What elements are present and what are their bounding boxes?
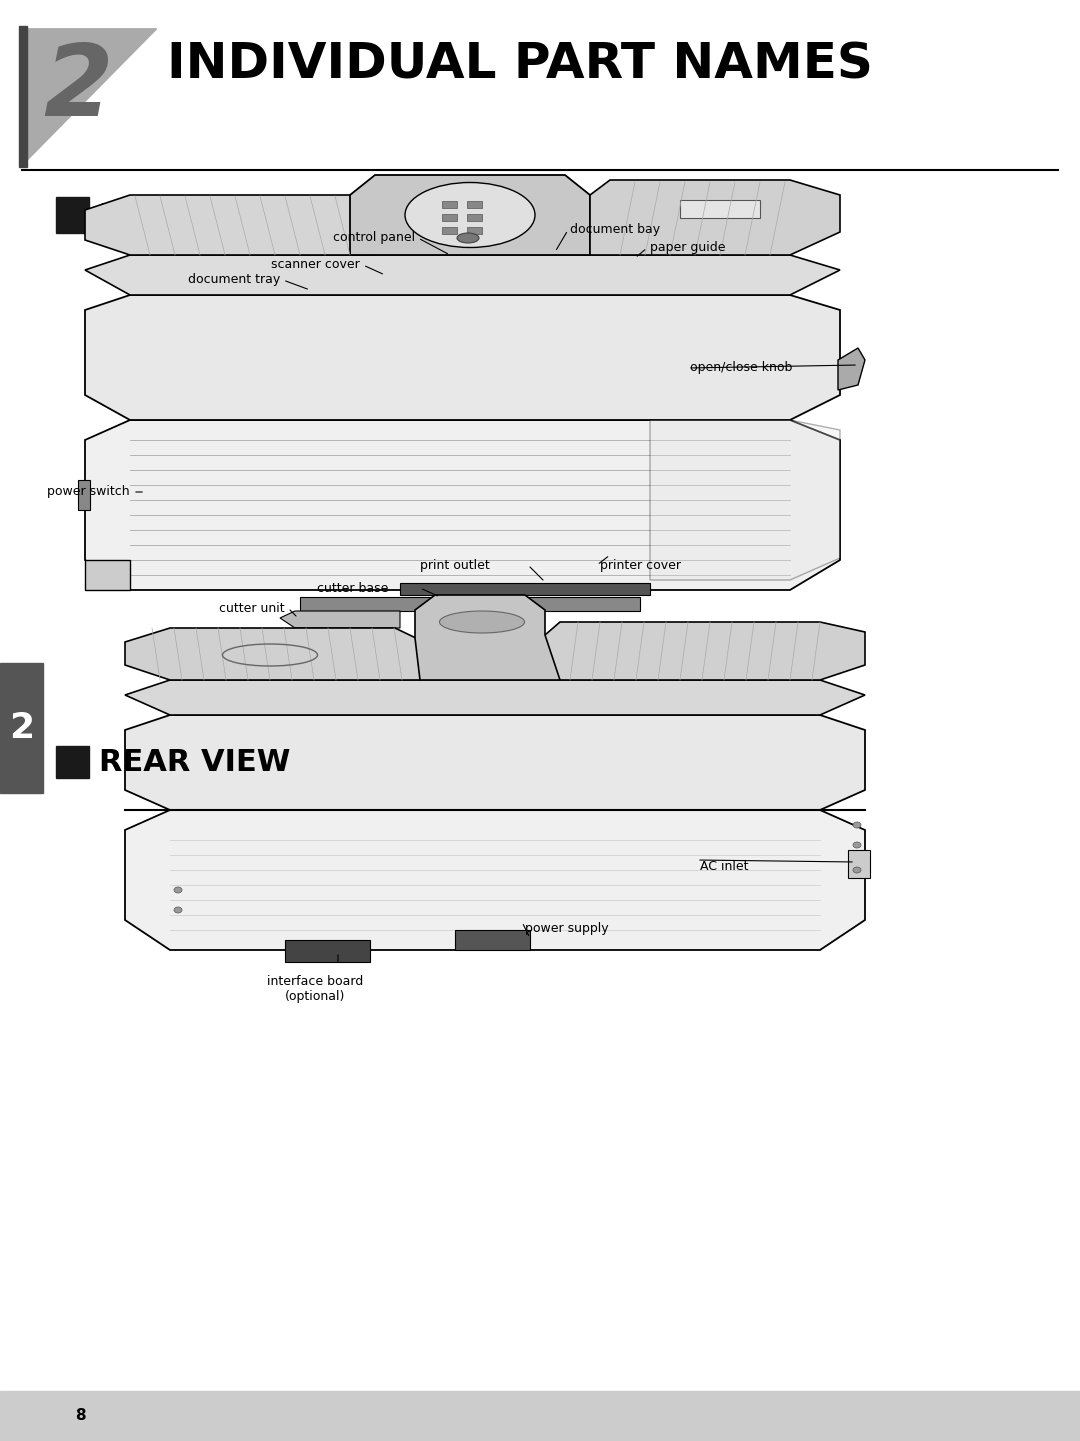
Text: document tray: document tray [188, 274, 280, 287]
Bar [285, 940, 370, 963]
Text: cutter unit: cutter unit [219, 601, 285, 614]
Polygon shape [125, 628, 420, 680]
Text: 2: 2 [43, 40, 112, 137]
Text: control panel: control panel [333, 232, 415, 245]
Bar [442, 200, 457, 208]
Text: print outlet: print outlet [420, 559, 490, 572]
Bar [467, 215, 482, 220]
Ellipse shape [174, 906, 183, 914]
Bar [78, 480, 90, 510]
Polygon shape [85, 255, 840, 295]
Text: 2: 2 [9, 710, 35, 745]
Text: open/close knob: open/close knob [690, 362, 793, 375]
Text: power supply: power supply [525, 922, 609, 935]
Ellipse shape [405, 183, 535, 248]
Text: AC inlet: AC inlet [700, 860, 748, 873]
Polygon shape [838, 347, 865, 391]
Polygon shape [85, 295, 840, 419]
Text: power switch: power switch [48, 486, 130, 499]
Polygon shape [545, 623, 865, 680]
Polygon shape [590, 180, 840, 255]
Text: 8: 8 [75, 1408, 85, 1424]
Polygon shape [22, 29, 157, 166]
Polygon shape [85, 195, 370, 255]
Bar [300, 597, 640, 611]
Ellipse shape [457, 233, 480, 244]
Ellipse shape [853, 867, 861, 873]
Bar [680, 200, 760, 218]
Text: paper guide: paper guide [650, 242, 726, 255]
Text: interface board
(optional): interface board (optional) [267, 976, 363, 1003]
Bar [467, 200, 482, 208]
Ellipse shape [853, 842, 861, 847]
Polygon shape [125, 810, 865, 950]
Text: REAR VIEW: REAR VIEW [99, 748, 291, 777]
Polygon shape [350, 174, 590, 255]
Text: FRONT VIEW: FRONT VIEW [99, 202, 315, 231]
Polygon shape [125, 680, 865, 715]
Bar [0, 663, 43, 793]
Bar [442, 228, 457, 233]
Text: INDIVIDUAL PART NAMES: INDIVIDUAL PART NAMES [167, 40, 874, 88]
Polygon shape [650, 419, 840, 579]
Text: scanner cover: scanner cover [271, 258, 360, 271]
Text: cutter base: cutter base [316, 582, 388, 595]
Text: printer cover: printer cover [600, 559, 681, 572]
Ellipse shape [853, 821, 861, 829]
Bar [56, 197, 89, 233]
Bar [56, 746, 89, 778]
Bar [400, 584, 650, 595]
Polygon shape [85, 419, 840, 589]
Polygon shape [85, 561, 130, 589]
Ellipse shape [174, 888, 183, 893]
Bar [442, 215, 457, 220]
Bar [467, 228, 482, 233]
Ellipse shape [440, 611, 525, 633]
Polygon shape [125, 715, 865, 810]
Text: document bay: document bay [570, 223, 660, 236]
Polygon shape [280, 611, 400, 628]
Bar [455, 929, 530, 950]
Polygon shape [415, 595, 561, 680]
Bar [0, 1391, 1080, 1441]
Bar [19, 26, 27, 167]
Bar [848, 850, 870, 878]
